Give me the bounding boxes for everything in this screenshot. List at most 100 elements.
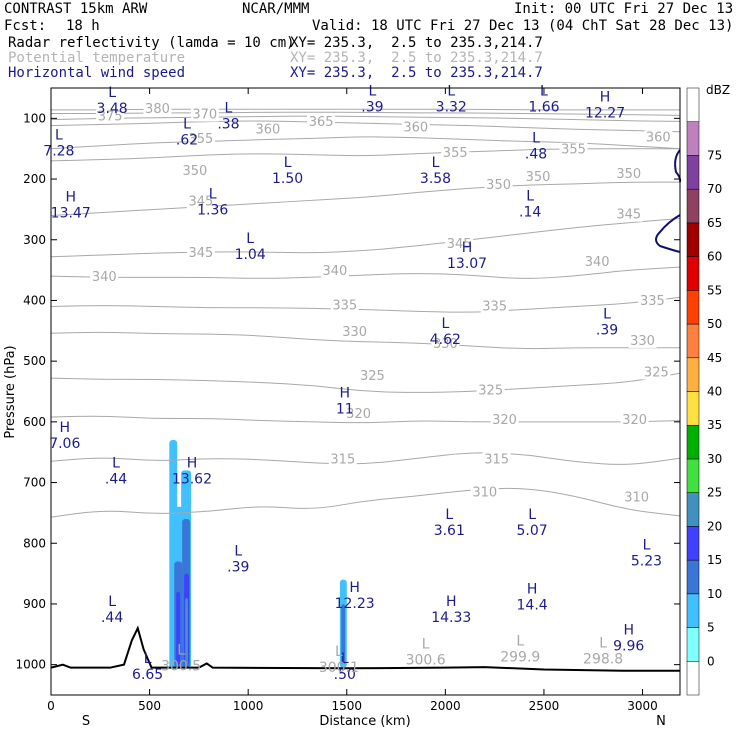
colorbar-level-label: 10 bbox=[707, 587, 722, 601]
wind-extremum-kind: L bbox=[532, 131, 540, 147]
isentrope-label: 345 bbox=[616, 208, 641, 223]
isentrope-label-bg bbox=[143, 102, 172, 117]
wind-extremum-value: 13.07 bbox=[447, 256, 487, 272]
isentrope-label: 355 bbox=[443, 146, 468, 161]
wind-extremum-value: .62 bbox=[176, 133, 198, 149]
wind-extremum-value: .39 bbox=[361, 99, 383, 115]
wind-extremum-value: .39 bbox=[227, 559, 249, 575]
isentrope-label: 360 bbox=[403, 120, 428, 135]
y-axis-label: Pressure (hPa) bbox=[3, 345, 18, 438]
wind-extremum-value: 1.04 bbox=[235, 247, 266, 263]
isentrope-label-bg bbox=[484, 177, 513, 192]
wind-extremum-kind: H bbox=[446, 594, 457, 610]
wind-extremum-kind: H bbox=[340, 386, 351, 402]
field-reflectivity-xy: XY= 235.3, 2.5 to 235.3,214.7 bbox=[290, 35, 543, 51]
colorbar-level-label: 70 bbox=[707, 182, 722, 196]
isentrope-label-bg bbox=[490, 412, 519, 427]
wind-extremum-value: 3.32 bbox=[436, 99, 467, 115]
theta-extremum-value: 300.5 bbox=[161, 659, 201, 675]
wind-extremum-value: 12.23 bbox=[335, 596, 375, 612]
isentrope-label: 355 bbox=[188, 132, 213, 147]
wind-extremum-kind: H bbox=[187, 455, 198, 471]
isentrope-label: 325 bbox=[478, 384, 503, 399]
isentrope-label: 345 bbox=[188, 246, 213, 261]
wind-extremum-kind: L bbox=[108, 594, 116, 610]
isentrope-label: 350 bbox=[183, 164, 208, 179]
isentrope-315 bbox=[51, 452, 680, 465]
theta-isentropes bbox=[51, 108, 680, 518]
isentrope-label: 345 bbox=[447, 237, 472, 252]
isentrope-label: 330 bbox=[433, 337, 458, 352]
theta-extremum-kind: L bbox=[422, 637, 430, 653]
colorbar-level-label: 60 bbox=[707, 250, 722, 264]
isentrope-label-bg bbox=[96, 109, 125, 124]
wind-extremum-value: 1.36 bbox=[197, 202, 228, 218]
theta-extremum-kind: L bbox=[335, 644, 343, 660]
wind-extremum-value: 3.61 bbox=[434, 523, 465, 539]
wind-extremum-kind: L bbox=[432, 155, 440, 171]
colorbar-level-label: 5 bbox=[707, 621, 715, 635]
isentrope-355 bbox=[51, 148, 680, 162]
theta-extremum-kind: L bbox=[516, 634, 524, 650]
wind-extremum-value: 7.06 bbox=[49, 436, 80, 452]
isentrope-label: 365 bbox=[309, 115, 334, 130]
isentrope-label-bg bbox=[628, 333, 657, 348]
colorbar-unit: dBZ bbox=[706, 83, 730, 97]
isentrope-label-bg bbox=[180, 163, 209, 178]
wind-extremum-value: 3.58 bbox=[420, 171, 451, 187]
isentrope-label-bg bbox=[614, 167, 643, 182]
colorbar-swatch bbox=[686, 526, 700, 561]
isentrope-label: 350 bbox=[616, 167, 641, 182]
isentrope-label-bg bbox=[253, 122, 282, 137]
theta-extremum-kind: L bbox=[177, 643, 185, 659]
y-tick-label: 900 bbox=[23, 597, 46, 611]
wind-extremum-value: 3.48 bbox=[97, 101, 128, 117]
isentrope-label-bg bbox=[441, 145, 470, 160]
isentrope-label: 335 bbox=[482, 299, 507, 314]
colorbar-swatch bbox=[686, 391, 700, 426]
wind-extremum-value: .50 bbox=[334, 667, 356, 683]
colorbar-swatch bbox=[686, 121, 700, 156]
wind-extremum-value: 7.28 bbox=[43, 144, 74, 160]
wind-extremum-kind: H bbox=[600, 89, 611, 105]
valid-time: Valid: 18 UTC Fri 27 Dec 13 (04 ChT Sat … bbox=[312, 18, 734, 34]
wind-extremum-value: .39 bbox=[596, 323, 618, 339]
wind-extremum-value: 14.33 bbox=[431, 610, 471, 626]
wind-extremum-kind: L bbox=[441, 316, 449, 332]
isentrope-label-bg bbox=[340, 324, 369, 339]
wind-extremum-kind: L bbox=[528, 507, 536, 523]
wind-extremum-value: 1.50 bbox=[272, 171, 303, 187]
isentrope-label-bg bbox=[186, 194, 215, 209]
isentrope-370 bbox=[51, 115, 680, 122]
wind-extremum-kind: H bbox=[527, 582, 538, 598]
isentrope-label-bg bbox=[476, 383, 505, 398]
y-tick-label: 300 bbox=[23, 233, 46, 247]
reflectivity-cell bbox=[185, 597, 189, 665]
x-tick-label: 1500 bbox=[331, 699, 362, 713]
field-theta-xy: XY= 235.3, 2.5 to 235.3,214.7 bbox=[290, 50, 543, 66]
plot-frame bbox=[50, 87, 681, 696]
y-tick-label: 800 bbox=[23, 536, 46, 550]
x-axis-left-end: S bbox=[82, 714, 90, 729]
theta-extremum-value: 300.1 bbox=[319, 660, 359, 676]
y-tick-label: 1000 bbox=[15, 658, 46, 672]
isentrope-330 bbox=[51, 331, 680, 350]
colorbar-level-label: 20 bbox=[707, 519, 722, 533]
isentrope-label: 330 bbox=[630, 334, 655, 349]
wind-extremum-kind: H bbox=[623, 622, 634, 638]
x-tick-label: 0 bbox=[47, 699, 55, 713]
wind-extremum-kind: L bbox=[526, 188, 534, 204]
field-wind-name: Horizontal wind speed bbox=[8, 65, 186, 81]
wind-extremum-kind: L bbox=[643, 537, 651, 553]
isentrope-360 bbox=[51, 136, 680, 150]
isentrope-label-bg bbox=[320, 264, 349, 279]
isentrope-label-bg bbox=[445, 236, 474, 251]
isentrope-label: 340 bbox=[585, 255, 610, 270]
field-reflectivity-name: Radar reflectivity (lamda = 10 cm) bbox=[8, 35, 295, 51]
wind-extremum-kind: L bbox=[225, 100, 233, 116]
isentrope-label-bg bbox=[190, 107, 219, 122]
isentrope-label-bg bbox=[186, 131, 215, 146]
wind-extremum-kind: L bbox=[447, 83, 455, 99]
wind-extremum-value: .38 bbox=[217, 116, 239, 132]
